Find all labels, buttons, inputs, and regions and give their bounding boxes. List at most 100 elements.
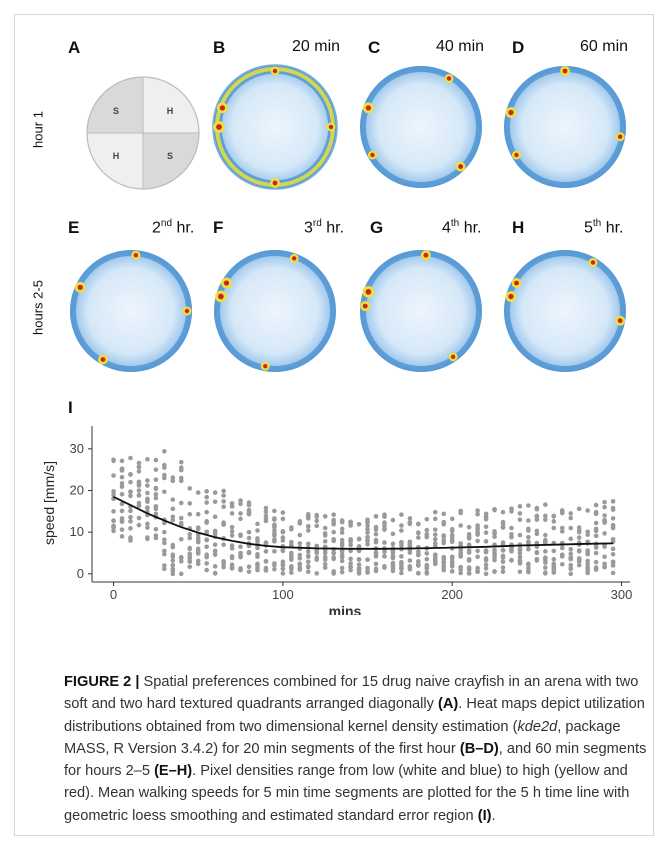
data-point: [162, 529, 167, 535]
data-point: [356, 562, 362, 567]
data-point: [483, 548, 489, 553]
data-point: [272, 562, 277, 568]
data-point: [500, 559, 506, 565]
data-point: [399, 554, 404, 559]
data-point: [128, 493, 133, 499]
data-point: [407, 516, 413, 521]
data-point: [212, 499, 218, 505]
data-point: [322, 531, 328, 536]
data-point: [119, 534, 125, 539]
data-point: [517, 517, 523, 522]
data-point: [458, 551, 463, 557]
data-point: [475, 548, 480, 554]
data-point: [348, 556, 353, 562]
data-point: [517, 532, 523, 538]
data-point: [145, 478, 150, 483]
data-point: [162, 551, 167, 557]
data-point: [356, 536, 362, 542]
data-point: [153, 467, 159, 472]
data-point: [593, 502, 599, 508]
data-point: [331, 538, 336, 544]
caption-ref-bd: (B–D): [459, 740, 499, 757]
data-point: [128, 455, 133, 461]
data-point: [289, 566, 294, 572]
data-point: [416, 530, 421, 536]
data-point: [390, 517, 396, 523]
data-point: [305, 554, 311, 560]
data-point: [128, 479, 133, 485]
data-point: [432, 532, 438, 537]
data-point: [229, 524, 235, 530]
data-point: [322, 554, 328, 560]
data-point: [153, 511, 159, 517]
data-point: [593, 544, 599, 549]
data-point: [204, 519, 209, 524]
data-point: [221, 493, 226, 498]
data-point: [178, 554, 184, 560]
data-point: [128, 489, 133, 495]
data-point: [170, 562, 176, 568]
data-point: [568, 571, 574, 577]
data-point: [187, 535, 193, 541]
data-point: [272, 533, 277, 538]
data-point: [509, 506, 514, 512]
data-point: [331, 571, 336, 576]
data-point: [305, 549, 311, 555]
data-point: [145, 521, 150, 527]
data-point: [551, 513, 557, 519]
data-point: [348, 542, 353, 548]
row-label-hours2-5: hours 2-5: [30, 280, 46, 335]
data-point: [170, 517, 176, 523]
quadrant-label-tl: S: [113, 106, 119, 116]
data-point: [314, 514, 320, 520]
data-point: [475, 554, 480, 560]
quadrant-hard-bottom-left: [87, 133, 143, 189]
data-point: [382, 564, 387, 569]
data-point: [559, 545, 565, 551]
data-point: [187, 555, 193, 561]
quadrant-hard-top-right: [143, 77, 199, 133]
data-point: [559, 554, 565, 559]
data-point: [305, 528, 311, 533]
data-point: [543, 565, 548, 570]
data-point: [111, 492, 116, 497]
time-label-f-rest: hr.: [321, 219, 345, 237]
data-point: [297, 561, 303, 567]
data-point: [153, 495, 159, 501]
data-point: [145, 535, 150, 540]
data-point: [170, 475, 176, 480]
data-point: [255, 528, 260, 533]
data-point: [178, 459, 184, 465]
time-label-g-rest: hr.: [459, 219, 482, 237]
data-point: [610, 516, 616, 521]
data-point: [441, 521, 447, 527]
data-point: [517, 561, 523, 566]
data-point: [339, 526, 345, 532]
x-axis-label: mins: [329, 603, 362, 615]
data-point: [475, 523, 480, 528]
data-point: [610, 522, 616, 528]
data-point: [543, 532, 548, 538]
data-point: [297, 532, 303, 538]
data-point: [466, 542, 472, 547]
data-point: [238, 544, 243, 550]
data-point: [111, 528, 116, 534]
data-point: [280, 566, 286, 572]
arena-quadrant-diagram: S H H S: [86, 76, 200, 190]
data-point: [543, 539, 548, 545]
data-point: [483, 524, 489, 530]
data-point: [246, 511, 252, 517]
data-point: [263, 509, 269, 515]
data-point: [339, 542, 345, 548]
data-point: [229, 511, 235, 516]
data-point: [119, 466, 125, 472]
data-point: [602, 561, 607, 567]
data-point: [170, 497, 176, 502]
data-point: [543, 517, 548, 522]
data-point: [111, 518, 116, 523]
data-point: [272, 528, 277, 533]
data-point: [314, 518, 320, 524]
data-point: [475, 511, 480, 517]
data-point: [543, 570, 548, 575]
data-point: [212, 564, 218, 569]
